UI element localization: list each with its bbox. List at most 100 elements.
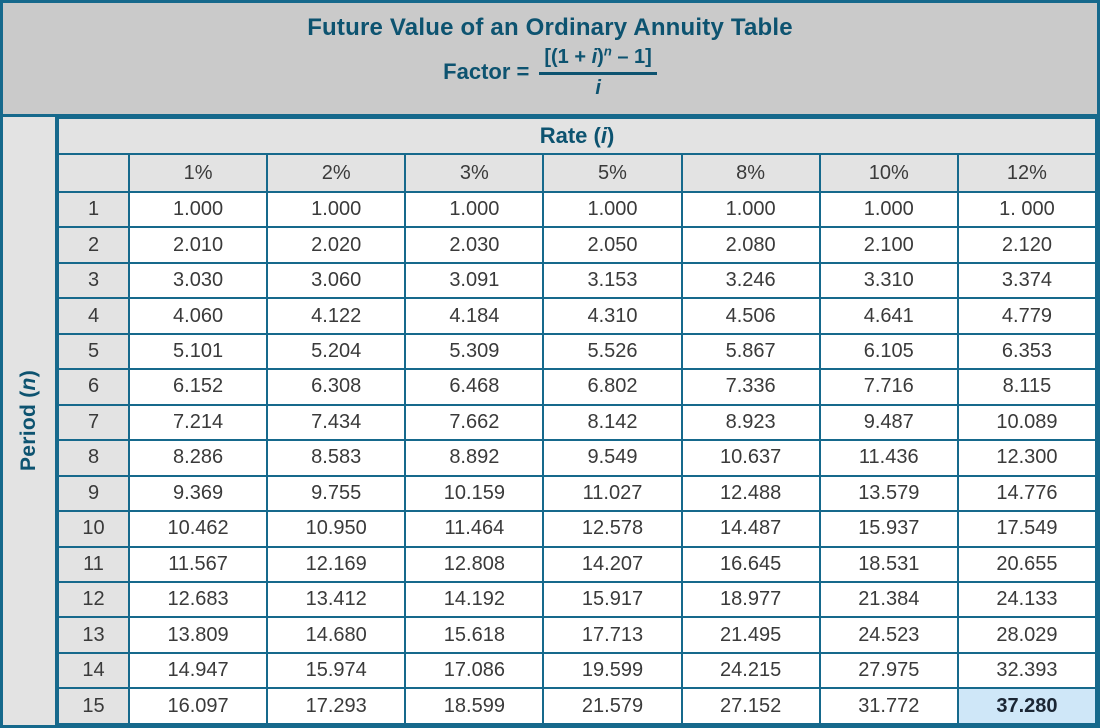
factor-cell: 5.204: [266, 332, 407, 371]
period-cell: 11: [57, 545, 130, 583]
rate-column-header: 10%: [818, 153, 959, 193]
factor-cell: 14.680: [266, 616, 407, 654]
factor-cell: 2.020: [266, 226, 407, 264]
factor-cell: 21.384: [818, 580, 959, 619]
factor-cell: 11.464: [404, 510, 545, 548]
factor-cell: 8.115: [956, 368, 1098, 406]
factor-cell: 7.662: [404, 403, 545, 442]
period-axis: Period (n): [3, 117, 57, 725]
period-cell: 2: [57, 226, 130, 264]
factor-cell: 15.917: [542, 580, 683, 619]
factor-cell: 7.716: [818, 368, 959, 406]
factor-cell: 12.808: [404, 545, 545, 583]
highlighted-factor-cell: 37.280: [956, 687, 1098, 725]
factor-cell: 1. 000: [956, 190, 1098, 229]
factor-cell: 4.060: [127, 297, 269, 335]
factor-cell: 12.683: [127, 580, 269, 619]
factor-cell: 13.579: [818, 474, 959, 513]
formula-denominator: i: [595, 77, 601, 99]
factor-cell: 17.549: [956, 510, 1098, 548]
factor-cell: 24.523: [818, 616, 959, 654]
factor-cell: 9.487: [818, 403, 959, 442]
period-cell: 6: [57, 368, 130, 406]
factor-cell: 5.101: [127, 332, 269, 371]
factor-cell: 6.353: [956, 332, 1098, 371]
factor-cell: 14.487: [680, 510, 821, 548]
factor-cell: 7.336: [680, 368, 821, 406]
table-row: 1 1.000 1.000 1.000 1.000 1.000 1.000 1. 000: [57, 190, 1098, 229]
factor-cell: 19.599: [542, 651, 683, 690]
table-row: 13 13.809 14.680 15.618 17.713 21.495 24.523 28…: [57, 616, 1098, 654]
period-cell: 7: [57, 403, 130, 442]
factor-cell: 6.308: [266, 368, 407, 406]
factor-cell: 27.152: [680, 687, 821, 725]
formula-label: Factor =: [443, 59, 530, 84]
period-cell: 10: [57, 510, 130, 548]
factor-cell: 11.567: [127, 545, 269, 583]
factor-cell: 2.010: [127, 226, 269, 264]
factor-cell: 4.310: [542, 297, 683, 335]
period-cell: 1: [57, 190, 130, 229]
factor-cell: 3.060: [266, 261, 407, 300]
factor-cell: 10.159: [404, 474, 545, 513]
factor-cell: 1.000: [818, 190, 959, 229]
factor-cell: 27.975: [818, 651, 959, 690]
factor-cell: 11.436: [818, 439, 959, 477]
factor-cell: 17.293: [266, 687, 407, 725]
formula-numerator: [(1 + i)n – 1]: [539, 44, 657, 75]
table-row: 11 11.567 12.169 12.808 14.207 16.645 18.531 20…: [57, 545, 1098, 583]
factor-cell: 24.215: [680, 651, 821, 690]
factor-cell: 18.599: [404, 687, 545, 725]
factor-cell: 7.434: [266, 403, 407, 442]
table-row: 12 12.683 13.412 14.192 15.917 18.977 21.384 24…: [57, 580, 1098, 619]
table-row: 2 2.010 2.020 2.030 2.050 2.080 2.100 2.120: [57, 226, 1098, 264]
factor-cell: 17.713: [542, 616, 683, 654]
rate-column-header: 5%: [542, 153, 683, 193]
period-cell: 3: [57, 261, 130, 300]
factor-cell: 4.779: [956, 297, 1098, 335]
factor-cell: 14.947: [127, 651, 269, 690]
factor-cell: 4.122: [266, 297, 407, 335]
factor-cell: 2.080: [680, 226, 821, 264]
rate-column-header: 2%: [266, 153, 407, 193]
factor-cell: 1.000: [542, 190, 683, 229]
period-cell: 9: [57, 474, 130, 513]
period-cell: 12: [57, 580, 130, 619]
factor-cell: 17.086: [404, 651, 545, 690]
table-row: 8 8.286 8.583 8.892 9.549 10.637 11.436 12.300: [57, 439, 1098, 477]
factor-cell: 3.030: [127, 261, 269, 300]
factor-cell: 16.097: [127, 687, 269, 725]
factor-cell: 5.867: [680, 332, 821, 371]
table-row: 6 6.152 6.308 6.468 6.802 7.336 7.716 8.115: [57, 368, 1098, 406]
factor-cell: 24.133: [956, 580, 1098, 619]
factor-cell: 9.369: [127, 474, 269, 513]
factor-cell: 10.637: [680, 439, 821, 477]
period-cell: 14: [57, 651, 130, 690]
table-row: 10 10.462 10.950 11.464 12.578 14.487 15.937 17…: [57, 510, 1098, 548]
factor-cell: 5.309: [404, 332, 545, 371]
factor-cell: 6.468: [404, 368, 545, 406]
factor-cell: 9.549: [542, 439, 683, 477]
factor-cell: 11.027: [542, 474, 683, 513]
factor-cell: 6.105: [818, 332, 959, 371]
factor-cell: 10.462: [127, 510, 269, 548]
rate-axis-header: Rate (i): [57, 117, 1097, 155]
factor-cell: 3.310: [818, 261, 959, 300]
factor-cell: 8.583: [266, 439, 407, 477]
factor-cell: 12.488: [680, 474, 821, 513]
factor-cell: 18.531: [818, 545, 959, 583]
factor-cell: 12.578: [542, 510, 683, 548]
factor-cell: 10.950: [266, 510, 407, 548]
table-row: 3 3.030 3.060 3.091 3.153 3.246 3.310 3.374: [57, 261, 1098, 300]
factor-cell: 6.802: [542, 368, 683, 406]
rate-column-header: 8%: [680, 153, 821, 193]
factor-cell: 21.495: [680, 616, 821, 654]
factor-cell: 12.300: [956, 439, 1098, 477]
factor-cell: 2.050: [542, 226, 683, 264]
rate-column-header: 3%: [404, 153, 545, 193]
factor-cell: 31.772: [818, 687, 959, 725]
factor-cell: 10.089: [956, 403, 1098, 442]
table-row: 9 9.369 9.755 10.159 11.027 12.488 13.579 14.77…: [57, 474, 1098, 513]
factor-cell: 8.286: [127, 439, 269, 477]
factor-cell: 8.142: [542, 403, 683, 442]
